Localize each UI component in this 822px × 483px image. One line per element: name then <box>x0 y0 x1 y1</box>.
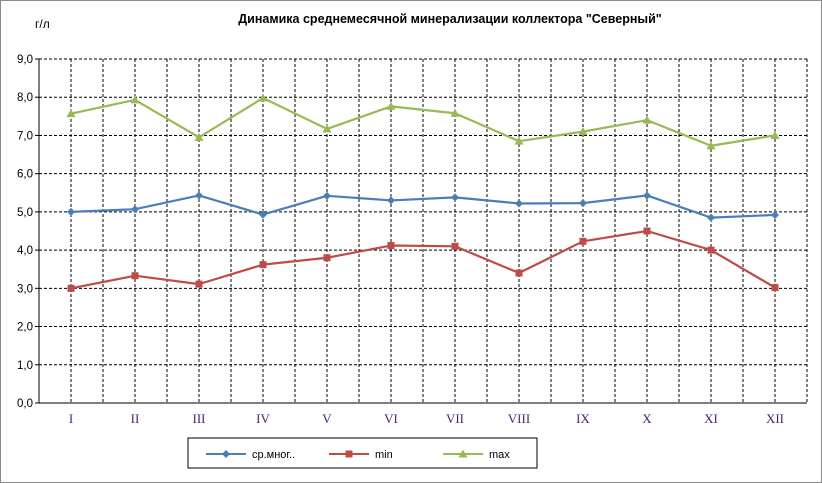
y-tick-label: 6,0 <box>17 169 33 181</box>
data-point <box>707 213 715 222</box>
data-point <box>706 141 716 150</box>
x-tick-label: VI <box>384 411 398 426</box>
y-tick-label: 3,0 <box>17 283 33 295</box>
x-tick-label: III <box>193 411 206 426</box>
x-tick-label: VII <box>446 411 464 426</box>
y-tick-label: 4,0 <box>17 245 33 257</box>
y-tick-label: 9,0 <box>17 54 33 66</box>
x-tick-label: XII <box>766 411 784 426</box>
y-tick-label: 1,0 <box>17 360 33 372</box>
data-point <box>515 269 523 277</box>
data-point <box>579 199 587 208</box>
data-point <box>643 227 651 235</box>
legend-marker <box>345 450 353 458</box>
x-tick-label: II <box>131 411 140 426</box>
x-tick-label: X <box>642 411 652 426</box>
y-tick-label: 2,0 <box>17 322 33 334</box>
data-point <box>259 210 267 219</box>
data-point <box>387 196 395 205</box>
y-unit-label: г/л <box>35 17 50 31</box>
data-point <box>771 284 779 292</box>
x-tick-label: IX <box>576 411 590 426</box>
data-point <box>322 124 332 133</box>
x-tick-label: I <box>69 411 73 426</box>
y-tick-label: 7,0 <box>17 130 33 142</box>
data-point <box>386 101 396 110</box>
data-point <box>323 191 331 200</box>
data-point <box>195 191 203 200</box>
y-tick-label: 0,0 <box>17 398 33 410</box>
data-point <box>451 242 459 250</box>
data-point <box>131 205 139 214</box>
series-line <box>70 96 776 147</box>
x-tick-label: V <box>322 411 332 426</box>
series-diamond <box>67 191 779 222</box>
legend-label: min <box>375 449 393 461</box>
data-point <box>450 108 460 117</box>
data-point <box>130 95 140 104</box>
chart-title: Динамика среднемесячной минерализации ко… <box>238 12 661 26</box>
data-point <box>66 109 76 118</box>
data-point <box>707 246 715 254</box>
data-point <box>515 199 523 208</box>
legend-label: max <box>489 449 510 461</box>
data-point <box>514 136 524 145</box>
y-tick-label: 8,0 <box>17 92 33 104</box>
data-point <box>451 193 459 202</box>
data-point <box>259 261 267 269</box>
data-point <box>258 93 268 102</box>
axis-layer: 0,01,02,03,04,05,06,07,08,09,0I II III IV V V… <box>17 54 807 426</box>
series-line <box>70 194 776 219</box>
legend-marker <box>458 449 468 458</box>
data-point <box>131 272 139 280</box>
data-point <box>67 207 75 216</box>
x-tick-label: IV <box>256 411 270 426</box>
data-point <box>578 127 588 136</box>
data-point <box>195 280 203 288</box>
legend-marker <box>222 450 230 458</box>
data-point <box>771 210 779 219</box>
data-point <box>770 130 780 139</box>
data-point <box>579 237 587 245</box>
series-layer <box>66 93 780 292</box>
x-tick-label: VIII <box>508 411 530 426</box>
data-point <box>323 254 331 262</box>
data-point <box>642 115 652 124</box>
series-square <box>67 227 779 292</box>
data-point <box>643 191 651 200</box>
data-point <box>67 284 75 292</box>
x-tick-label: XI <box>704 411 718 426</box>
y-tick-label: 5,0 <box>17 207 33 219</box>
data-point <box>194 132 204 141</box>
legend: ср.мног.. min max <box>187 437 538 469</box>
series-line <box>70 229 776 290</box>
series-triangle <box>66 93 780 150</box>
legend-label: ср.мног.. <box>252 449 295 461</box>
data-point <box>387 242 395 250</box>
